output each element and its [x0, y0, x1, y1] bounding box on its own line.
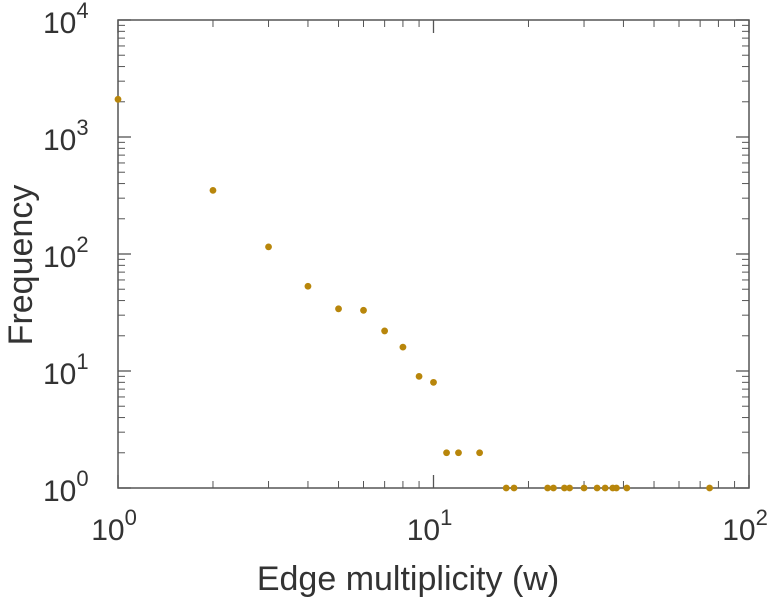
data-point	[114, 95, 122, 103]
y-axis-title: Frequency	[2, 185, 40, 346]
y-tick-label: 103	[43, 115, 89, 157]
x-tick-label: 100	[91, 505, 137, 547]
data-point	[613, 484, 620, 492]
data-point	[415, 372, 423, 380]
data-point	[502, 484, 510, 492]
data-point	[304, 282, 312, 290]
data-point	[580, 484, 588, 492]
data-point	[209, 186, 217, 194]
y-tick-label: 104	[43, 0, 89, 40]
y-tick-label: 100	[43, 466, 89, 508]
data-point	[706, 484, 713, 492]
major-ticks	[117, 19, 750, 489]
data-point	[360, 306, 367, 314]
x-tick-labels: 100 101 102	[91, 505, 768, 547]
minor-ticks	[118, 20, 749, 488]
data-point	[381, 327, 389, 335]
data-point	[510, 484, 518, 492]
data-point	[455, 449, 462, 457]
x-tick-label: 101	[407, 505, 453, 547]
y-tick-label: 102	[43, 232, 89, 274]
plot-area	[117, 19, 750, 489]
data-point	[265, 243, 272, 251]
y-tick-labels: 100 101 102 103 104	[43, 0, 89, 508]
data-points	[114, 95, 713, 492]
y-tick-label: 101	[43, 349, 89, 391]
data-point	[566, 484, 573, 492]
x-axis-title: Edge multiplicity (w)	[257, 560, 559, 598]
x-tick-label: 102	[722, 505, 768, 547]
data-point	[561, 484, 568, 492]
data-point	[335, 305, 342, 313]
data-point	[593, 484, 601, 492]
data-point	[601, 484, 609, 492]
data-point	[476, 449, 484, 457]
data-point	[399, 343, 407, 351]
data-point	[430, 378, 437, 386]
data-point	[544, 484, 552, 492]
data-point	[443, 449, 450, 457]
data-point	[550, 484, 557, 492]
data-point	[623, 484, 631, 492]
